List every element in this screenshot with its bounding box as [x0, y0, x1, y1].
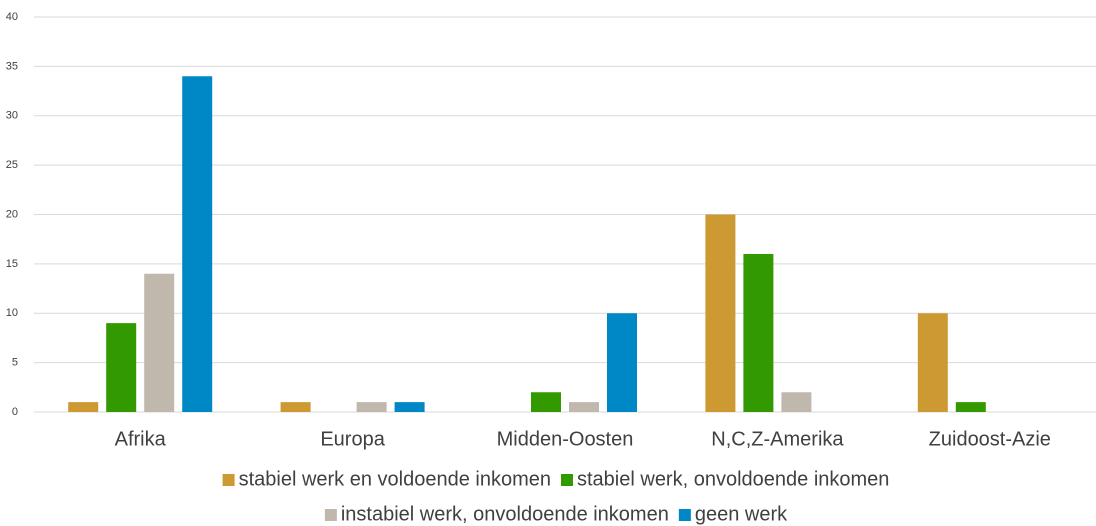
- bar: [68, 402, 99, 412]
- legend-swatch: [561, 474, 573, 486]
- x-tick-label: Europa: [320, 428, 385, 450]
- bar: [955, 402, 986, 412]
- legend-swatch: [324, 509, 337, 521]
- legend-label: stabiel werk, onvoldoende inkomen: [577, 468, 889, 490]
- y-tick-label: 35: [6, 60, 18, 72]
- x-tick-label: N,C,Z-Amerika: [711, 428, 844, 450]
- y-tick-label: 20: [6, 208, 18, 220]
- bar: [705, 214, 736, 412]
- y-tick-label: 15: [6, 258, 18, 270]
- bar: [607, 313, 637, 412]
- legend-swatch: [222, 474, 235, 486]
- legend-label: stabiel werk en voldoende inkomen: [239, 468, 551, 490]
- y-tick-label: 25: [6, 159, 18, 171]
- bar: [394, 402, 425, 412]
- y-tick-label: 10: [6, 307, 18, 319]
- bar: [743, 254, 774, 412]
- bar: [781, 392, 812, 412]
- bar: [569, 402, 599, 412]
- x-tick-label: Afrika: [115, 428, 167, 450]
- x-tick-label: Zuidoost-Azie: [929, 428, 1051, 450]
- bar: [182, 76, 213, 412]
- legend-label: geen werk: [695, 503, 788, 525]
- y-tick-label: 40: [6, 11, 18, 23]
- bar: [531, 392, 561, 412]
- bar: [280, 402, 311, 412]
- bar: [106, 323, 137, 412]
- y-tick-label: 0: [12, 406, 18, 418]
- bar: [917, 313, 948, 412]
- y-tick-label: 5: [12, 357, 18, 369]
- y-tick-label: 30: [6, 110, 18, 122]
- x-tick-label: Midden-Oosten: [497, 428, 634, 450]
- legend-swatch: [678, 509, 691, 521]
- legend-label: instabiel werk, onvoldoende inkomen: [341, 503, 669, 525]
- bar: [356, 402, 387, 412]
- bar: [144, 273, 175, 412]
